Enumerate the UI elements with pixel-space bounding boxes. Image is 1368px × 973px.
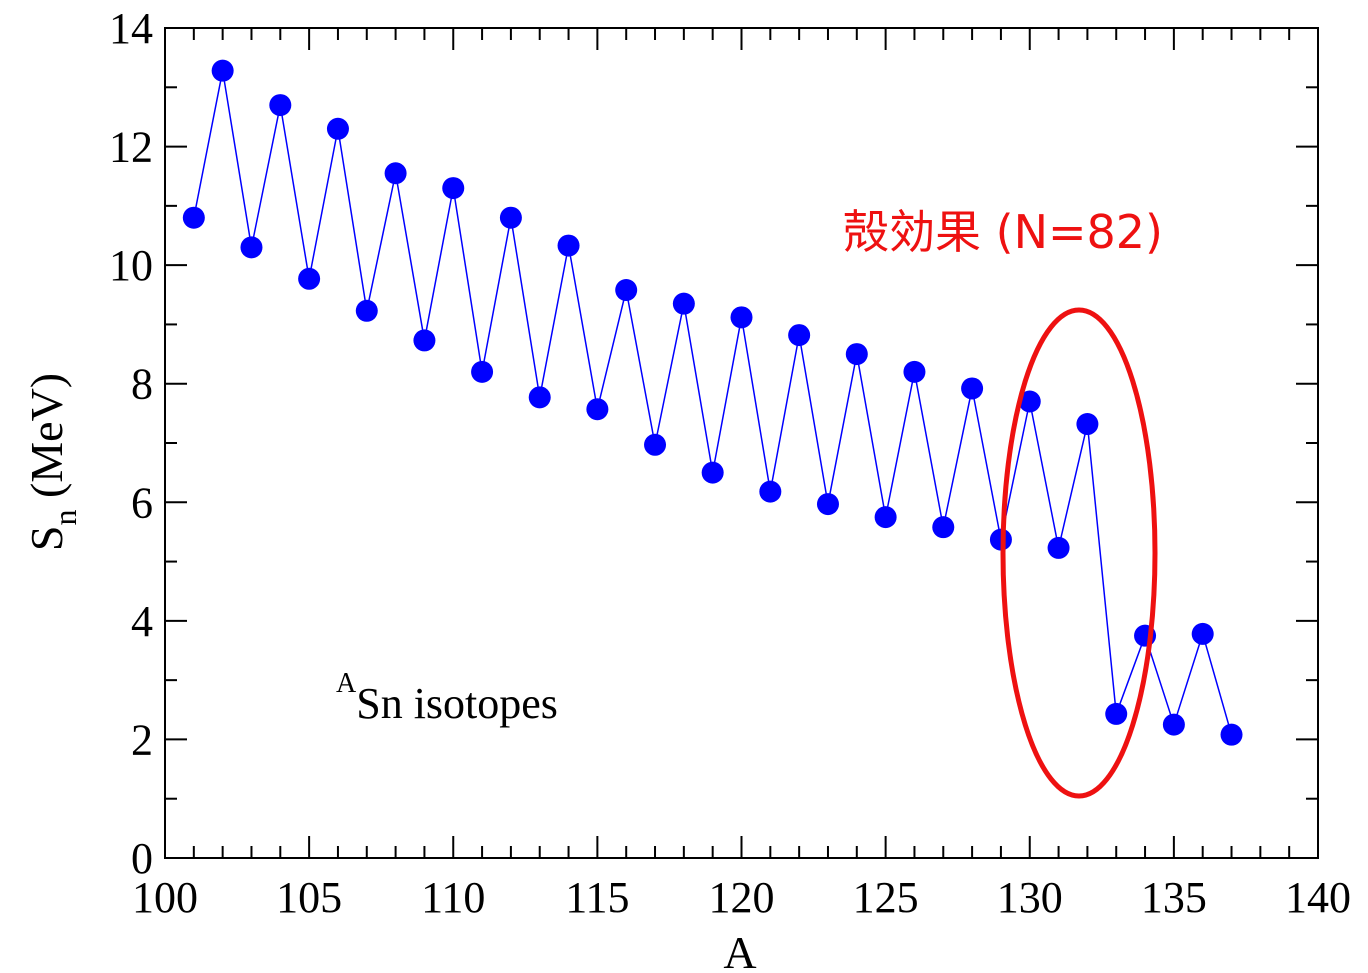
isotope-label-superscript: A bbox=[336, 668, 357, 699]
y-axis-label: Sn (MeV) bbox=[21, 373, 83, 551]
series-sn bbox=[182, 59, 1243, 746]
data-point bbox=[384, 162, 407, 185]
x-tick-label: 140 bbox=[1285, 873, 1351, 922]
data-point bbox=[557, 234, 580, 257]
x-tick-label: 110 bbox=[421, 873, 485, 922]
isotope-label-text: Sn isotopes bbox=[356, 679, 558, 728]
y-axis-label-sub: n bbox=[47, 510, 83, 526]
data-point bbox=[269, 94, 292, 117]
data-point bbox=[816, 493, 839, 516]
data-point bbox=[730, 306, 753, 329]
data-point bbox=[961, 377, 984, 400]
data-point bbox=[298, 267, 321, 290]
shell-effect-ellipse bbox=[1000, 307, 1158, 799]
y-tick-label: 0 bbox=[131, 834, 153, 883]
data-point bbox=[586, 398, 609, 421]
data-point bbox=[1105, 702, 1128, 725]
svg-text:Sn (MeV): Sn (MeV) bbox=[21, 373, 83, 551]
data-point bbox=[528, 386, 551, 409]
data-point bbox=[644, 433, 667, 456]
y-tick-label: 2 bbox=[131, 715, 153, 764]
y-tick-label: 8 bbox=[131, 360, 153, 409]
y-axis-label-main: S bbox=[21, 526, 72, 552]
data-point bbox=[413, 329, 436, 352]
data-point bbox=[1047, 536, 1070, 559]
data-point bbox=[1076, 413, 1099, 436]
y-axis-label-unit: (MeV) bbox=[21, 373, 72, 498]
data-point bbox=[499, 206, 522, 229]
y-tick-label: 4 bbox=[131, 597, 153, 646]
x-axis-label: A bbox=[723, 927, 756, 973]
data-point bbox=[845, 343, 868, 366]
data-point bbox=[932, 516, 955, 539]
data-point bbox=[672, 292, 695, 315]
data-point bbox=[442, 177, 465, 200]
y-tick-label: 12 bbox=[109, 123, 153, 172]
x-tick-labels: 100 105 110 115 120 125 130 135 140 bbox=[132, 873, 1351, 922]
data-point bbox=[1191, 622, 1214, 645]
shell-effect-label: 殻効果 (N=82) bbox=[843, 205, 1163, 259]
y-tick-label: 14 bbox=[109, 4, 153, 53]
data-point bbox=[701, 461, 724, 484]
y-tick-labels: 0 2 4 6 8 10 12 14 bbox=[109, 4, 153, 883]
series-line bbox=[193, 70, 1233, 735]
x-tick-label: 105 bbox=[276, 873, 342, 922]
x-tick-label: 120 bbox=[709, 873, 775, 922]
data-point bbox=[211, 59, 234, 82]
x-tick-label: 130 bbox=[997, 873, 1063, 922]
x-tick-label: 100 bbox=[132, 873, 198, 922]
x-tick-label: 115 bbox=[565, 873, 629, 922]
data-point bbox=[615, 279, 638, 302]
data-point bbox=[182, 206, 205, 229]
x-tick-label: 125 bbox=[853, 873, 919, 922]
data-point bbox=[1018, 390, 1041, 413]
data-point bbox=[1162, 713, 1185, 736]
data-point bbox=[326, 117, 349, 140]
data-point bbox=[903, 360, 926, 383]
x-tick-label: 135 bbox=[1141, 873, 1207, 922]
isotope-label: ASn isotopes bbox=[336, 668, 558, 728]
data-point bbox=[788, 324, 811, 347]
data-point bbox=[874, 506, 897, 529]
axis-ticks bbox=[164, 27, 1319, 859]
y-tick-label: 6 bbox=[131, 478, 153, 527]
data-point bbox=[355, 299, 378, 322]
data-point bbox=[759, 480, 782, 503]
data-point bbox=[240, 236, 263, 259]
data-point bbox=[1220, 723, 1243, 746]
y-tick-label: 10 bbox=[109, 241, 153, 290]
data-point bbox=[471, 360, 494, 383]
